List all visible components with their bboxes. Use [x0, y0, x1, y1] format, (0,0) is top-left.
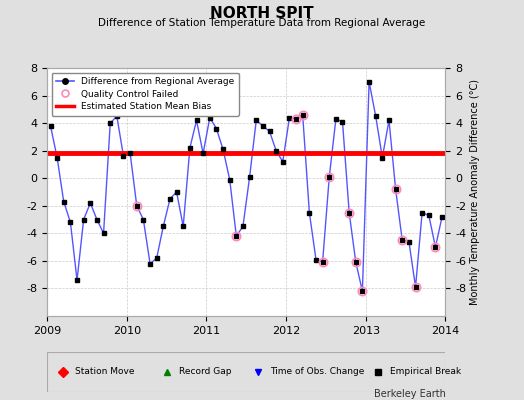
- Y-axis label: Monthly Temperature Anomaly Difference (°C): Monthly Temperature Anomaly Difference (…: [471, 79, 481, 305]
- Text: Empirical Break: Empirical Break: [390, 368, 461, 376]
- Text: Difference of Station Temperature Data from Regional Average: Difference of Station Temperature Data f…: [99, 18, 425, 28]
- Text: Record Gap: Record Gap: [179, 368, 231, 376]
- Text: Station Move: Station Move: [75, 368, 135, 376]
- Text: NORTH SPIT: NORTH SPIT: [210, 6, 314, 21]
- Text: Time of Obs. Change: Time of Obs. Change: [270, 368, 365, 376]
- Legend: Difference from Regional Average, Quality Control Failed, Estimated Station Mean: Difference from Regional Average, Qualit…: [52, 72, 239, 116]
- Text: Berkeley Earth: Berkeley Earth: [374, 389, 445, 399]
